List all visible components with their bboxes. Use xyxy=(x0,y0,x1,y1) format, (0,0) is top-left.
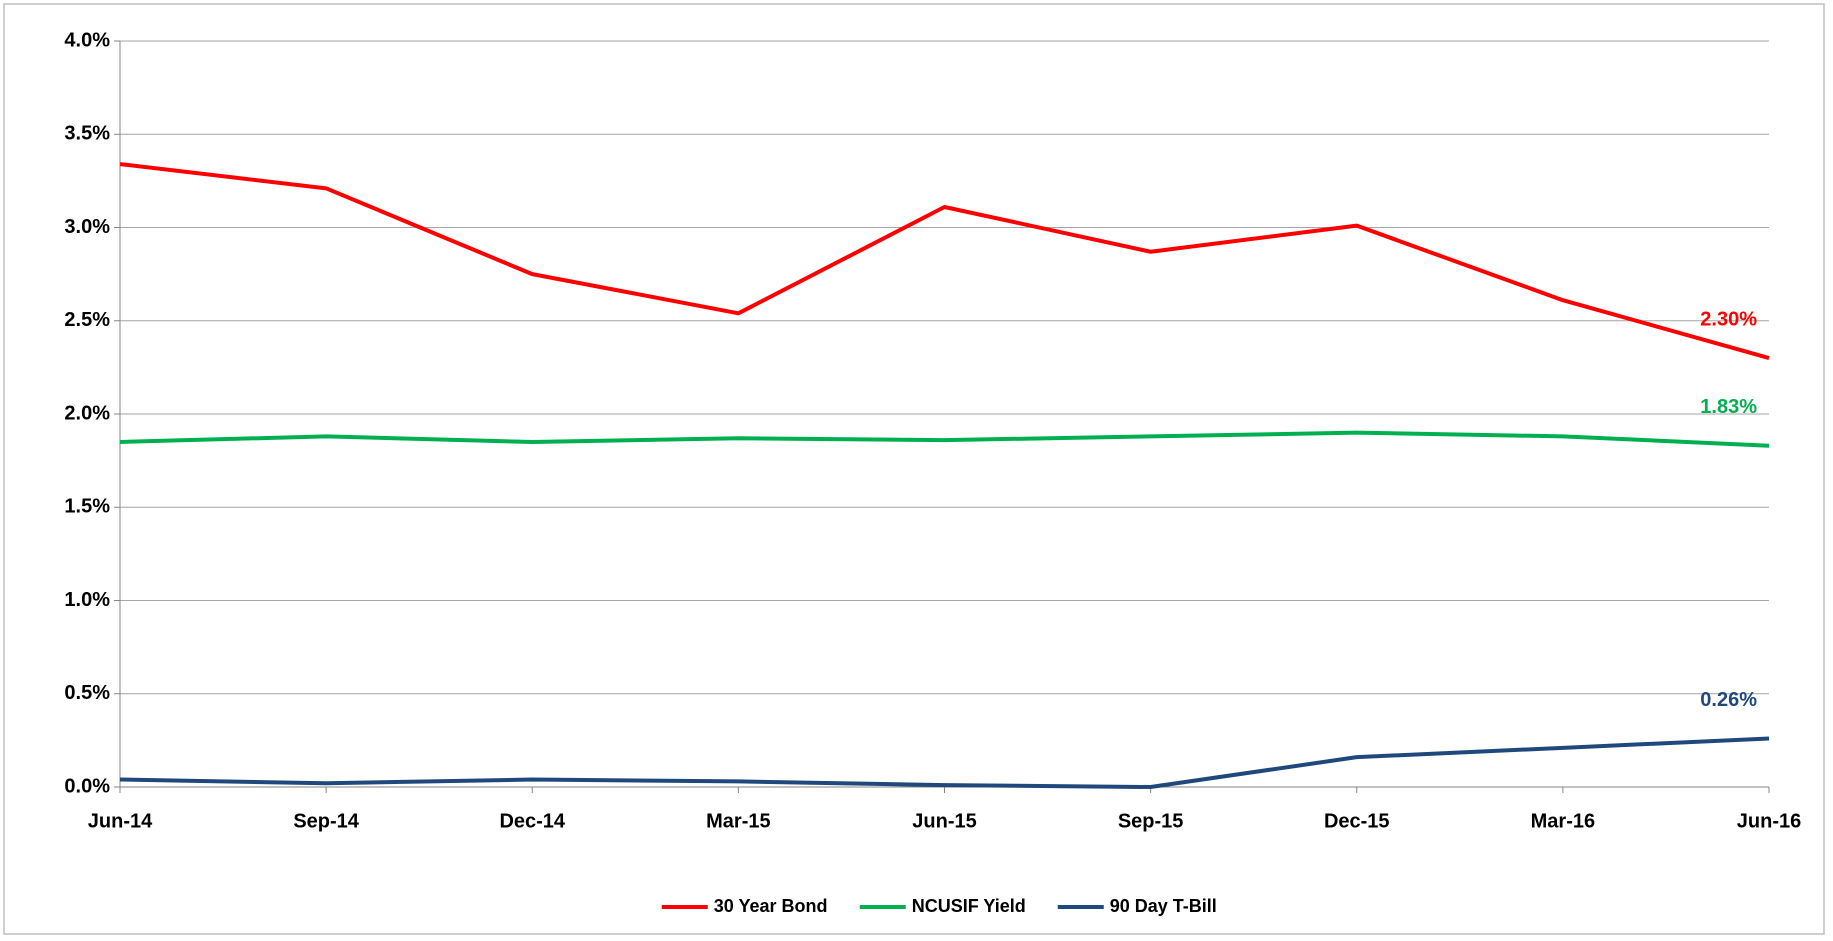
x-tick-label: Jun-16 xyxy=(1737,810,1801,832)
y-tick-label: 0.5% xyxy=(64,682,110,704)
y-tick-label: 3.5% xyxy=(64,123,110,145)
legend-label: 90 Day T-Bill xyxy=(1110,896,1217,916)
y-tick-label: 3.0% xyxy=(64,216,110,238)
y-tick-label: 0.0% xyxy=(64,775,110,797)
x-tick-label: Sep-14 xyxy=(293,810,359,832)
y-tick-label: 2.0% xyxy=(64,402,110,424)
series-line xyxy=(119,162,1770,360)
x-tick-label: Sep-15 xyxy=(1118,810,1184,832)
data-label: 0.26% xyxy=(1700,689,1757,711)
y-tick-label: 4.0% xyxy=(64,29,110,51)
x-tick-label: Dec-14 xyxy=(499,810,565,832)
data-label: 2.30% xyxy=(1700,308,1757,330)
x-tick-label: Jun-15 xyxy=(912,810,976,832)
x-tick-label: Mar-16 xyxy=(1531,810,1595,832)
legend-label: NCUSIF Yield xyxy=(912,896,1026,916)
legend-label: 30 Year Bond xyxy=(714,896,828,916)
series-line xyxy=(119,736,1770,789)
x-tick-label: Mar-15 xyxy=(706,810,770,832)
chart-frame xyxy=(3,3,1825,935)
y-tick-label: 1.0% xyxy=(64,589,110,611)
y-tick-label: 1.5% xyxy=(64,496,110,518)
y-tick-label: 2.5% xyxy=(64,309,110,331)
series-line xyxy=(119,430,1770,448)
data-label: 1.83% xyxy=(1700,396,1757,418)
x-tick-label: Jun-14 xyxy=(88,810,153,832)
x-tick-label: Dec-15 xyxy=(1324,810,1390,832)
